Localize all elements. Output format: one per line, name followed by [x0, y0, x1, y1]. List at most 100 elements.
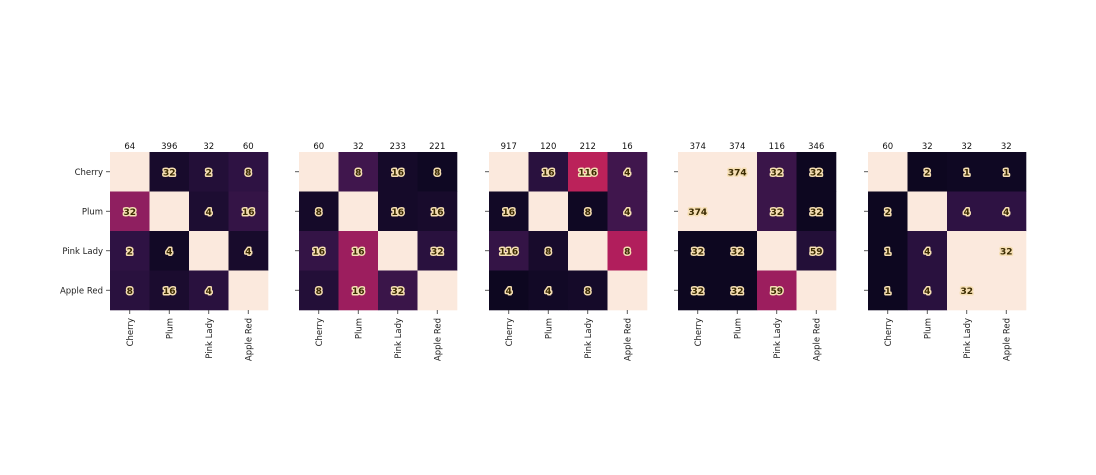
y-tick-label: Pink Lady: [62, 247, 103, 257]
cell-value-label: 4: [506, 287, 512, 297]
cell-value-label: 2: [924, 168, 930, 178]
heatmap-cell: [149, 231, 190, 271]
cell-value-label: 32: [810, 168, 823, 178]
heatmap-cell: [607, 270, 648, 311]
cell-value-label: 4: [245, 247, 251, 257]
heatmap-cell: [417, 152, 458, 192]
y-tick-label: Plum: [82, 207, 103, 217]
cell-value-label: 8: [585, 208, 591, 218]
heatmap-cell: [947, 191, 987, 232]
heatmap-cell: [110, 231, 150, 271]
column-total-label: 64: [124, 142, 135, 152]
x-tick-label: Cherry: [505, 318, 515, 346]
heatmap-cell: [378, 270, 418, 311]
heatmap-cell: [868, 152, 908, 192]
cell-value-label: 374: [688, 208, 707, 218]
cell-value-label: 4: [206, 208, 212, 218]
cell-value-label: 116: [499, 247, 518, 257]
heatmap-cell: [947, 152, 987, 192]
cell-value-label: 59: [810, 247, 823, 257]
column-total-label: 60: [882, 142, 893, 152]
heatmap-cell: [717, 191, 758, 232]
cell-value-label: 8: [545, 247, 551, 257]
column-total-label: 212: [580, 142, 596, 152]
heatmap-cell: [986, 191, 1027, 232]
cell-value-label: 16: [352, 247, 365, 257]
x-tick-label: Pink Lady: [394, 318, 404, 359]
x-tick-label: Plum: [923, 318, 933, 339]
cell-value-label: 16: [542, 168, 555, 178]
heatmap-cell: [528, 270, 569, 311]
column-total-label: 233: [390, 142, 406, 152]
cell-value-label: 16: [502, 208, 515, 218]
cell-value-label: 116: [578, 168, 597, 178]
column-total-label: 60: [313, 142, 324, 152]
cell-value-label: 32: [731, 287, 744, 297]
cell-value-label: 16: [312, 247, 325, 257]
heatmap-cell: [149, 191, 190, 232]
column-total-label: 32: [922, 142, 933, 152]
heatmap-cell: [338, 191, 379, 232]
heatmap-cell: [299, 231, 339, 271]
heatmap-cell: [796, 152, 837, 192]
cell-value-label: 32: [770, 208, 783, 218]
x-tick-label: Apple Red: [244, 318, 254, 361]
heatmap-cell: [338, 270, 379, 311]
x-tick-label: Pink Lady: [963, 318, 973, 359]
cell-value-label: 8: [316, 287, 322, 297]
cell-value-label: 4: [924, 287, 930, 297]
cell-value-label: 4: [964, 208, 970, 218]
heatmap-cell: [868, 191, 908, 232]
heatmap-cell: [228, 191, 269, 232]
heatmap-cell: [189, 191, 229, 232]
column-total-label: 120: [540, 142, 556, 152]
cell-value-label: 4: [1003, 208, 1009, 218]
cell-value-label: 4: [624, 168, 630, 178]
column-total-label: 221: [429, 142, 445, 152]
heatmap-cell: [489, 270, 529, 311]
cell-value-label: 32: [731, 247, 744, 257]
heatmap-cell: [678, 152, 718, 192]
heatmap-cell: [907, 191, 948, 232]
column-total-label: 32: [1001, 142, 1012, 152]
x-tick-label: Plum: [165, 318, 175, 339]
heatmap-cell: [338, 152, 379, 192]
cell-value-label: 16: [352, 287, 365, 297]
x-tick-label: Pink Lady: [773, 318, 783, 359]
heatmap-cell: [986, 231, 1027, 271]
heatmap-cell: [417, 231, 458, 271]
heatmap-cell: [378, 231, 418, 271]
heatmap-cell: [568, 191, 608, 232]
heatmap-cell: [299, 191, 339, 232]
heatmap-panel-5: 2 1 1 2 4 4 1 4 32 1 4 32 60 32 32 32 Cherry Plum Pink Lad…: [864, 142, 1027, 361]
column-total-label: 116: [769, 142, 785, 152]
heatmap-panel-2: 8 16 8 8 16 16 16 16 32 8 16 32 60 32 233 221 Cherry Plum…: [295, 142, 458, 361]
column-total-label: 374: [729, 142, 745, 152]
cell-value-label: 16: [163, 287, 176, 297]
heatmap-cell: [228, 152, 269, 192]
cell-value-label: 4: [924, 247, 930, 257]
heatmap-cell: [947, 231, 987, 271]
heatmap-cell: [717, 270, 758, 311]
cell-value-label: 32: [691, 287, 704, 297]
heatmap-cell: [607, 191, 648, 232]
heatmap-cell: [378, 152, 418, 192]
column-total-label: 32: [203, 142, 214, 152]
heatmap-cell: [417, 191, 458, 232]
cell-value-label: 8: [316, 208, 322, 218]
heatmap-cell: [907, 270, 948, 311]
heatmap-cell: [796, 191, 837, 232]
cell-value-label: 32: [163, 168, 176, 178]
heatmap-cell: [338, 231, 379, 271]
x-tick-label: Apple Red: [812, 318, 822, 361]
heatmap-cell: [228, 231, 269, 271]
cell-value-label: 32: [391, 287, 404, 297]
cell-value-label: 16: [242, 208, 255, 218]
cell-value-label: 8: [585, 287, 591, 297]
cell-value-label: 1: [964, 168, 970, 178]
cell-value-label: 4: [206, 287, 212, 297]
heatmap-cell: [189, 270, 229, 311]
y-tick-label: Apple Red: [60, 286, 103, 296]
heatmap-cell: [568, 231, 608, 271]
